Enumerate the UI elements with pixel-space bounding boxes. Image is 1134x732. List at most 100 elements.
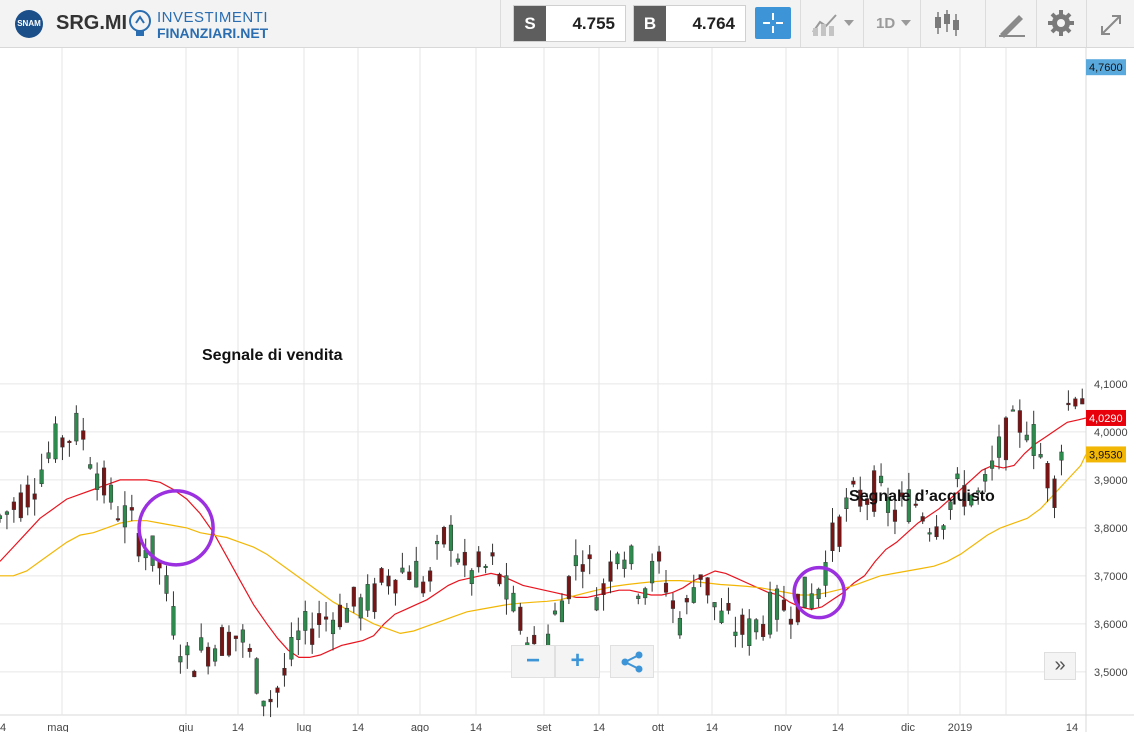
candle-style-button[interactable] — [932, 8, 977, 40]
moving-average-slow-line — [0, 454, 1087, 635]
candle-body-up — [95, 473, 100, 490]
candle-body-up — [622, 559, 627, 569]
candle-body-down — [324, 616, 329, 620]
candle-body-up — [990, 460, 995, 469]
candle-body-up — [816, 588, 821, 599]
x-tick-label: ott — [652, 722, 664, 732]
candle-body-up — [983, 474, 988, 482]
candle-body-down — [899, 492, 904, 497]
x-tick-label: 14 — [1066, 722, 1078, 732]
candle-body-up — [344, 607, 349, 623]
candle-body-up — [906, 489, 911, 522]
candle-body-down — [1080, 398, 1085, 405]
price-label-text: 4,0290 — [1089, 413, 1123, 425]
candle-body-down — [18, 492, 23, 519]
candle-body-up — [754, 619, 759, 633]
candle-body-up — [455, 558, 460, 563]
toolbar-divider — [500, 0, 501, 47]
candle-body-up — [1031, 424, 1036, 456]
candle-body-down — [1003, 417, 1009, 461]
fullscreen-button[interactable] — [1098, 8, 1126, 40]
candle-body-down — [1066, 402, 1071, 406]
candle-body-up — [289, 636, 294, 660]
candle-body-down — [580, 564, 585, 572]
candle-body-up — [969, 494, 974, 506]
chevron-down-icon — [901, 20, 911, 26]
candle-body-up — [448, 524, 453, 551]
x-tick-label: 14 — [706, 722, 718, 732]
candle-body-down — [372, 583, 377, 613]
candle-body-down — [892, 509, 897, 522]
toolbar-divider — [800, 0, 801, 47]
scroll-to-end-button[interactable]: » — [1044, 652, 1076, 680]
candle-body-up — [504, 575, 509, 600]
candle-body-down — [476, 551, 481, 568]
candle-body-down — [379, 568, 384, 583]
candle-body-up — [976, 490, 981, 493]
snam-logo-icon: SNAM — [15, 10, 43, 38]
x-tick-label: ago — [411, 722, 429, 732]
brand-name-top: INVESTIMENTI — [157, 9, 269, 26]
candle-body-up — [511, 592, 516, 612]
drawing-tools-button[interactable] — [997, 8, 1027, 40]
candle-body-down — [462, 551, 467, 566]
moving-average-fast-line — [0, 417, 1087, 659]
crosshair-button[interactable] — [755, 7, 791, 39]
candle-body-down — [129, 507, 134, 511]
candle-body-down — [587, 554, 592, 560]
candle-body-up — [594, 597, 599, 611]
price-label-badge — [1086, 59, 1126, 76]
candle-body-up — [733, 631, 738, 636]
candle-body-up — [996, 436, 1002, 458]
candle-body-up — [559, 600, 564, 623]
candle-body-down — [317, 613, 322, 625]
candle-body-down — [490, 552, 495, 557]
candle-body-up — [254, 658, 259, 694]
gear-icon — [1048, 10, 1074, 36]
y-tick-label: 3,7000 — [1094, 571, 1128, 583]
zoom-in-button[interactable]: + — [555, 645, 600, 678]
candle-body-down — [282, 667, 287, 676]
y-tick-label: 3,5000 — [1094, 667, 1128, 679]
sell-price-button[interactable]: S 4.755 — [513, 5, 626, 42]
candle-body-down — [518, 606, 523, 631]
candle-body-up — [88, 464, 93, 469]
x-tick-label: 2019 — [948, 722, 972, 732]
x-tick-label: mag — [47, 722, 68, 732]
candle-body-up — [774, 588, 780, 620]
candle-body-down — [962, 485, 967, 507]
toolbar-divider — [985, 0, 986, 47]
price-chart[interactable]: 4 mag giu 14 lug 14 ago 14 set 14 ott 14 nov 14 dic 201… — [0, 48, 1134, 732]
x-tick-label: lug — [297, 722, 312, 732]
candle-body-down — [872, 470, 877, 512]
candle-body-down — [532, 634, 537, 645]
y-tick-label: 3,9000 — [1094, 475, 1128, 487]
candle-body-down — [740, 614, 745, 635]
candle-body-down — [81, 430, 86, 440]
candle-body-up — [185, 645, 190, 656]
candle-body-down — [386, 575, 391, 587]
price-label-text: 4,7600 — [1089, 62, 1123, 74]
zoom-out-button[interactable]: − — [511, 645, 555, 678]
chart-type-dropdown[interactable] — [810, 8, 860, 40]
interval-dropdown[interactable]: 1D — [873, 8, 918, 40]
x-tick-label: nov — [774, 722, 792, 732]
candle-body-down — [670, 600, 675, 609]
settings-button[interactable] — [1046, 8, 1076, 40]
candle-body-down — [441, 527, 447, 545]
candle-body-down — [67, 440, 72, 443]
toolbar-divider — [863, 0, 864, 47]
candle-body-down — [11, 501, 16, 510]
x-tick-label: 14 — [593, 722, 605, 732]
candle-body-down — [192, 670, 197, 678]
share-button[interactable] — [610, 645, 654, 678]
buy-price-button[interactable]: B 4.764 — [633, 5, 746, 42]
candle-body-up — [677, 617, 682, 636]
candle-body-up — [802, 576, 807, 608]
candle-body-down — [608, 561, 613, 582]
ticker-symbol: SRG.MI — [56, 12, 128, 34]
candle-body-up — [615, 553, 620, 565]
candle-body-down — [407, 571, 412, 580]
candle-body-up — [1010, 409, 1015, 412]
candlestick-icon — [935, 10, 959, 36]
